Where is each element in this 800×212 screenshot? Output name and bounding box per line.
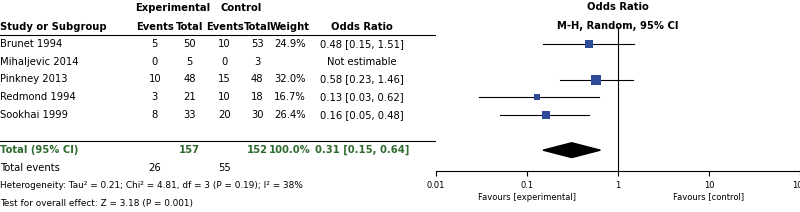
- Text: 0: 0: [222, 57, 228, 67]
- Text: 50: 50: [183, 39, 196, 49]
- Text: M-H, Random, 95% CI: M-H, Random, 95% CI: [558, 21, 678, 31]
- Text: 0.13 [0.03, 0.62]: 0.13 [0.03, 0.62]: [320, 92, 404, 102]
- Text: Weight: Weight: [270, 21, 310, 32]
- Text: 18: 18: [251, 92, 263, 102]
- Text: 0: 0: [152, 57, 158, 67]
- Text: 5: 5: [151, 39, 158, 49]
- Text: Pinkney 2013: Pinkney 2013: [0, 74, 67, 85]
- Text: Test for overall effect: Z = 3.18 (P = 0.001): Test for overall effect: Z = 3.18 (P = 0…: [0, 199, 193, 208]
- Text: Events: Events: [206, 21, 243, 32]
- Text: 5: 5: [186, 57, 193, 67]
- Text: 21: 21: [183, 92, 196, 102]
- Text: 100.0%: 100.0%: [269, 145, 311, 155]
- Text: 10: 10: [218, 92, 231, 102]
- Text: Odds Ratio: Odds Ratio: [587, 2, 649, 13]
- Text: Experimental: Experimental: [134, 3, 210, 13]
- Text: 32.0%: 32.0%: [274, 74, 306, 85]
- Text: 0.31 [0.15, 0.64]: 0.31 [0.15, 0.64]: [314, 145, 409, 155]
- Text: 24.9%: 24.9%: [274, 39, 306, 49]
- Text: 16.7%: 16.7%: [274, 92, 306, 102]
- Text: 10: 10: [149, 74, 161, 85]
- Polygon shape: [543, 143, 600, 158]
- Text: 53: 53: [251, 39, 263, 49]
- Text: Total: Total: [176, 21, 203, 32]
- Text: 3: 3: [152, 92, 158, 102]
- Text: 152: 152: [246, 145, 268, 155]
- Text: Total events: Total events: [0, 163, 60, 173]
- Text: Brunet 1994: Brunet 1994: [0, 39, 62, 49]
- Text: Events: Events: [136, 21, 174, 32]
- Text: 26: 26: [149, 163, 161, 173]
- Text: 20: 20: [218, 110, 231, 120]
- Text: 0.16 [0.05, 0.48]: 0.16 [0.05, 0.48]: [320, 110, 404, 120]
- Text: 0.48 [0.15, 1.51]: 0.48 [0.15, 1.51]: [320, 39, 404, 49]
- Text: Mihaljevic 2014: Mihaljevic 2014: [0, 57, 78, 67]
- Text: 3: 3: [254, 57, 260, 67]
- Text: Not estimable: Not estimable: [327, 57, 397, 67]
- Text: 15: 15: [218, 74, 231, 85]
- Text: Total: Total: [243, 21, 271, 32]
- Text: Heterogeneity: Tau² = 0.21; Chi² = 4.81, df = 3 (P = 0.19); I² = 38%: Heterogeneity: Tau² = 0.21; Chi² = 4.81,…: [0, 181, 303, 190]
- Text: 0.58 [0.23, 1.46]: 0.58 [0.23, 1.46]: [320, 74, 404, 85]
- Text: Total (95% CI): Total (95% CI): [0, 145, 78, 155]
- Text: Favours [control]: Favours [control]: [674, 192, 745, 202]
- Text: 157: 157: [179, 145, 200, 155]
- Text: 26.4%: 26.4%: [274, 110, 306, 120]
- Text: 55: 55: [218, 163, 231, 173]
- Text: Control: Control: [220, 3, 262, 13]
- Text: 48: 48: [183, 74, 196, 85]
- Text: Odds Ratio: Odds Ratio: [331, 21, 393, 32]
- Text: 30: 30: [251, 110, 263, 120]
- Text: Study or Subgroup: Study or Subgroup: [0, 21, 106, 32]
- Text: 8: 8: [152, 110, 158, 120]
- Text: 48: 48: [251, 74, 263, 85]
- Text: Redmond 1994: Redmond 1994: [0, 92, 76, 102]
- Text: 33: 33: [183, 110, 196, 120]
- Text: Favours [experimental]: Favours [experimental]: [478, 192, 576, 202]
- Text: Sookhai 1999: Sookhai 1999: [0, 110, 68, 120]
- Text: 10: 10: [218, 39, 231, 49]
